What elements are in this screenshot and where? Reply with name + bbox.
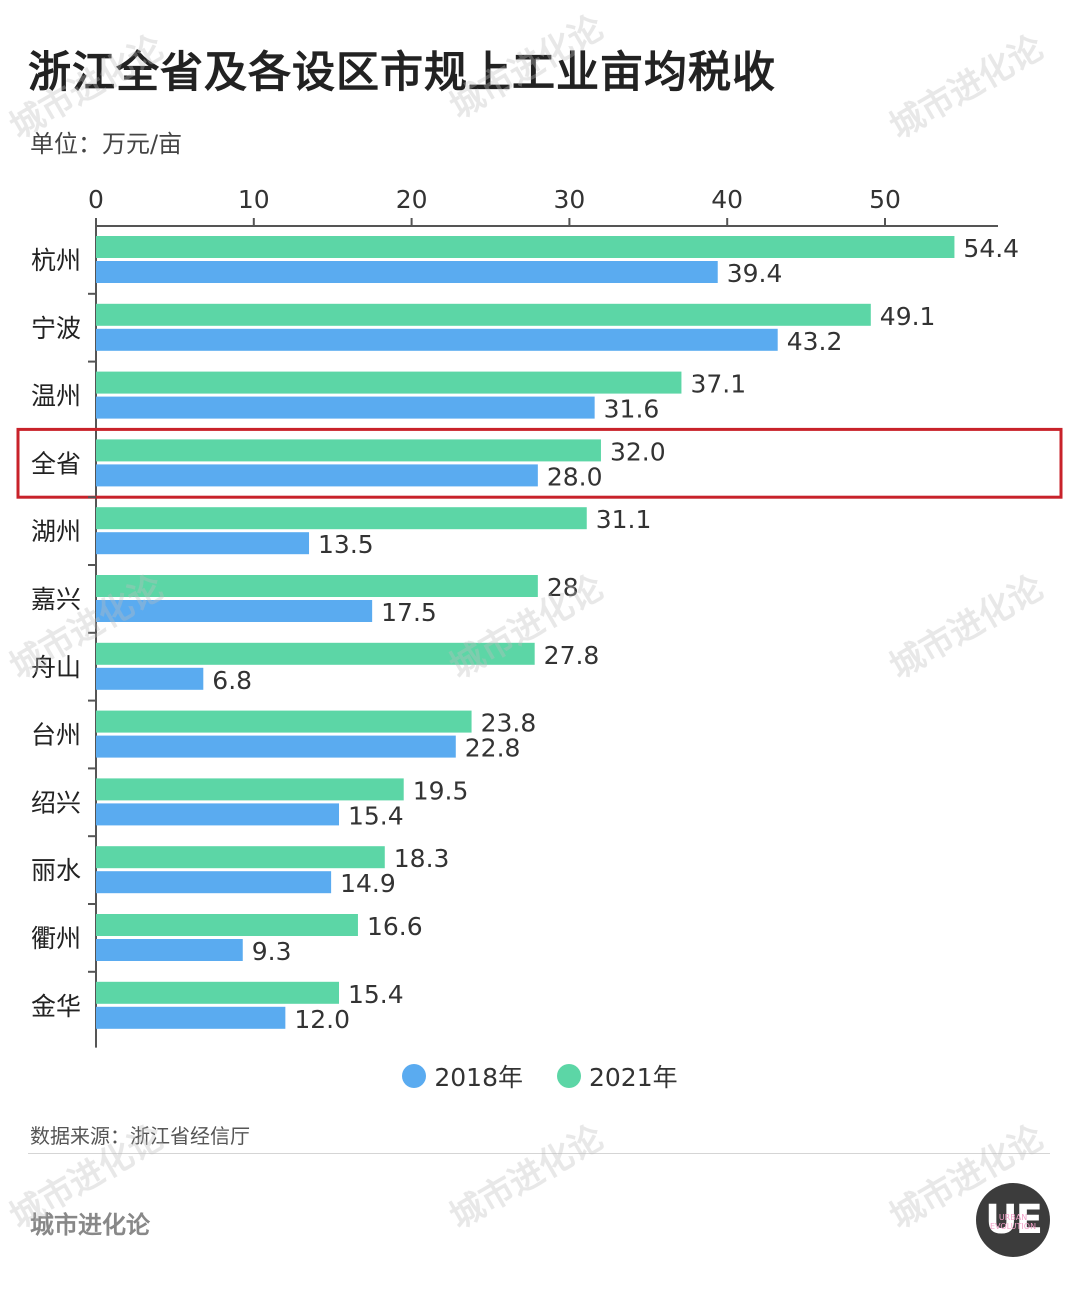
data-label-2018: 17.5	[381, 598, 437, 627]
legend-2018-label: 2018年	[434, 1063, 523, 1092]
legend-2021-label: 2021年	[589, 1063, 678, 1092]
data-label-2018: 31.6	[604, 395, 660, 424]
category-label: 金华	[31, 992, 81, 1021]
bar-2018	[96, 803, 340, 826]
logo-main-text: UE	[985, 1197, 1043, 1243]
legend-item-2018[interactable]: 2018年	[402, 1058, 523, 1094]
bar-2021	[96, 914, 358, 936]
data-label-2018: 12.0	[294, 1005, 350, 1034]
data-label-2021: 18.3	[394, 844, 450, 873]
data-label-2018: 6.8	[212, 666, 252, 695]
chart-title: 浙江全省及各设区市规上工业亩均税收	[28, 48, 776, 98]
data-label-2021: 28	[547, 573, 579, 602]
legend-item-2021[interactable]: 2021年	[557, 1058, 678, 1094]
data-label-2021: 19.5	[413, 776, 469, 805]
data-label-2018: 15.4	[348, 801, 404, 830]
data-label-2021: 37.1	[690, 370, 746, 399]
data-label-2021: 54.4	[963, 234, 1019, 263]
data-label-2021: 23.8	[481, 709, 537, 738]
bar-2021	[96, 371, 682, 394]
bar-2021	[96, 507, 587, 530]
x-tick-label: 10	[238, 185, 270, 214]
category-label: 宁波	[31, 314, 81, 343]
data-label-2018: 28.0	[547, 462, 603, 491]
category-label: 舟山	[31, 653, 81, 682]
data-label-2021: 49.1	[880, 302, 936, 331]
logo-sub-text: URBAN EVOLUTION	[989, 1213, 1037, 1231]
data-label-2018: 39.4	[727, 259, 783, 288]
bar-2021	[96, 575, 538, 597]
bar-2018	[96, 464, 538, 487]
highlight-box	[16, 427, 1063, 499]
data-label-2021: 27.8	[544, 641, 600, 670]
bar-2018	[96, 735, 456, 758]
data-label-2018: 14.9	[340, 869, 396, 898]
category-label: 嘉兴	[31, 585, 81, 614]
data-label-2021: 32.0	[610, 437, 666, 466]
bar-2018	[96, 532, 310, 555]
category-label: 衢州	[31, 924, 81, 953]
data-label-2021: 16.6	[367, 912, 423, 941]
category-label: 丽水	[31, 856, 81, 885]
category-label: 台州	[31, 721, 81, 750]
bar-2021	[96, 236, 955, 258]
data-label-2021: 31.1	[596, 505, 652, 534]
legend: 2018年 2021年	[0, 1058, 1080, 1094]
bar-2021	[96, 778, 404, 801]
category-label: 湖州	[31, 517, 81, 546]
data-label-2018: 43.2	[787, 327, 843, 356]
x-tick-label: 20	[396, 185, 428, 214]
bar-2018	[96, 667, 204, 690]
legend-2018-swatch	[402, 1064, 427, 1088]
x-tick-label: 30	[553, 185, 585, 214]
bar-2018	[96, 1006, 286, 1029]
bar-2021	[96, 846, 385, 869]
x-tick-label: 0	[88, 185, 104, 214]
footer-divider	[28, 1153, 1050, 1154]
bar-2021	[96, 303, 871, 326]
category-label: 绍兴	[31, 788, 81, 817]
bar-2021	[96, 981, 340, 1004]
data-source: 数据来源：浙江省经信厅	[30, 1124, 250, 1148]
x-tick-label: 50	[869, 185, 901, 214]
data-label-2021: 15.4	[348, 980, 404, 1009]
data-label-2018: 9.3	[252, 937, 292, 966]
bar-2021	[96, 439, 601, 462]
watermark: 城市进化论	[443, 1117, 611, 1238]
category-label: 温州	[31, 382, 81, 411]
data-label-2018: 13.5	[318, 530, 374, 559]
brand-name: 城市进化论	[30, 1211, 150, 1239]
unit-label: 单位：万元/亩	[30, 130, 183, 158]
category-label: 杭州	[31, 246, 81, 275]
bar-2021	[96, 642, 535, 665]
ue-logo: UE URBAN EVOLUTION	[976, 1183, 1050, 1257]
data-label-2018: 22.8	[465, 734, 521, 763]
bar-2018	[96, 871, 332, 894]
bar-2018	[96, 600, 373, 622]
legend-2021-swatch	[557, 1064, 581, 1088]
bar-2018	[96, 261, 718, 283]
x-tick-label: 40	[711, 185, 743, 214]
bar-2021	[96, 710, 472, 733]
bar-chart: 0 10 20 30 40 50 杭州 54.4 39.4 宁波 49.1 43.2 温州 37.1 31.…	[16, 185, 1063, 1048]
bar-2018	[96, 396, 595, 419]
bar-2018	[96, 328, 778, 351]
bar-2018	[96, 939, 243, 961]
category-label: 全省	[31, 449, 81, 478]
